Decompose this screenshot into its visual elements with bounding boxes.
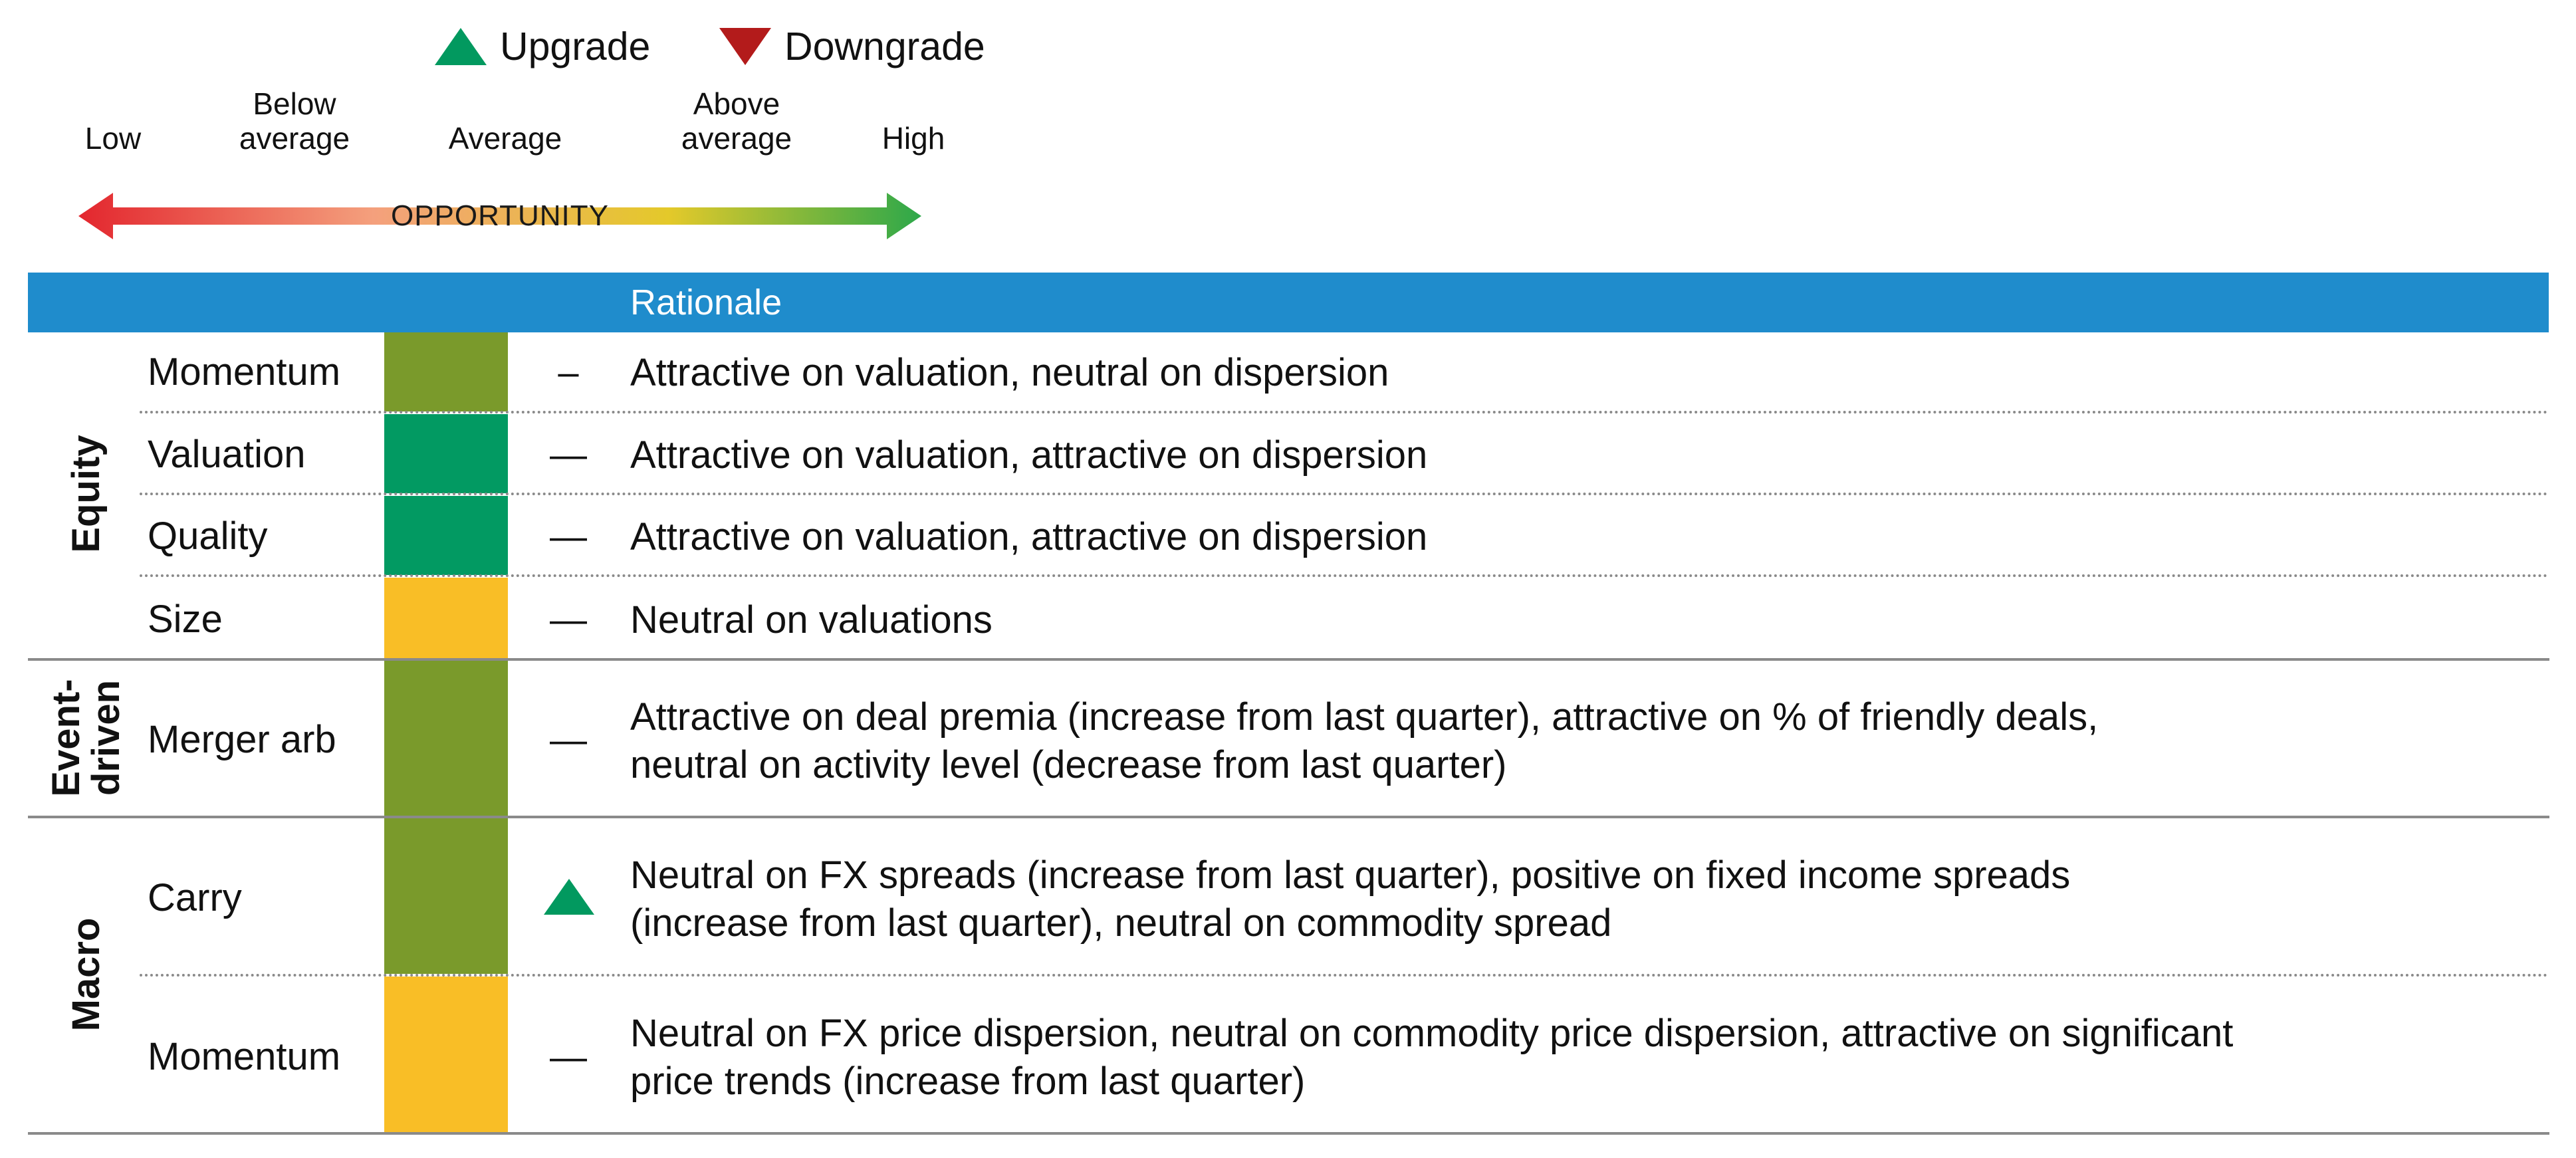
factor-label: Size [148, 598, 223, 641]
rationale-text: Attractive on valuation, neutral on disp… [630, 351, 1389, 394]
row-divider [140, 411, 2549, 413]
row-divider [140, 574, 2549, 577]
downgrade-triangle-icon [719, 28, 771, 65]
scale-above-average: Above average [681, 86, 792, 156]
change-dash: — [550, 1036, 587, 1078]
factor-label: Momentum [148, 350, 341, 394]
factor-label: Momentum [148, 1035, 341, 1078]
group-label-event-driven: Event- driven [45, 679, 128, 797]
table-bottom-rule [28, 1132, 2549, 1135]
upgrade-icon [544, 879, 594, 915]
rationale-text: Attractive on deal premia (increase from… [630, 695, 2099, 786]
change-dash: — [550, 433, 587, 475]
legend-upgrade: Upgrade [433, 20, 650, 73]
rating-bar-equity-size [384, 578, 508, 660]
opportunity-arrow [78, 193, 921, 239]
upgrade-triangle-icon [435, 28, 487, 65]
rationale-header: Rationale [630, 283, 782, 322]
rating-bar-equity-quality [384, 496, 508, 575]
rating-bar-equity-valuation [384, 414, 508, 493]
rationale-text: Neutral on FX spreads (increase from las… [630, 854, 2071, 945]
scale-low: Low [84, 121, 142, 156]
change-dash: — [550, 515, 587, 557]
group-divider [28, 816, 2549, 818]
group-label-macro: Macro [64, 917, 108, 1032]
factor-label: Carry [148, 876, 242, 919]
rationale-text: Neutral on FX price dispersion, neutral … [630, 1012, 2234, 1103]
rationale-text: Attractive on valuation, attractive on d… [630, 515, 1428, 558]
change-dash: — [550, 719, 587, 760]
row-divider [140, 493, 2549, 495]
change-dash: – [558, 351, 579, 393]
rationale-text: Neutral on valuations [630, 598, 993, 641]
rating-bar-equity-momentum [384, 332, 508, 411]
group-divider [28, 658, 2549, 661]
rating-bar-macro-momentum [384, 977, 508, 1133]
legend-upgrade-label: Upgrade [500, 25, 651, 68]
scale-below-average: Below average [239, 86, 350, 156]
factor-label: Valuation [148, 433, 306, 476]
group-label-equity: Equity [64, 435, 108, 553]
legend-downgrade: Downgrade [718, 20, 985, 73]
legend-downgrade-label: Downgrade [784, 25, 985, 68]
opportunity-label: OPPORTUNITY [390, 199, 609, 232]
scale-average: Average [448, 121, 562, 156]
scale-high: High [881, 121, 945, 156]
rationale-text: Attractive on valuation, attractive on d… [630, 433, 1428, 477]
row-divider [140, 974, 2549, 977]
table-header-bar [28, 273, 2549, 332]
factor-label: Merger arb [148, 718, 336, 761]
change-dash: — [550, 598, 587, 640]
factor-label: Quality [148, 515, 268, 558]
